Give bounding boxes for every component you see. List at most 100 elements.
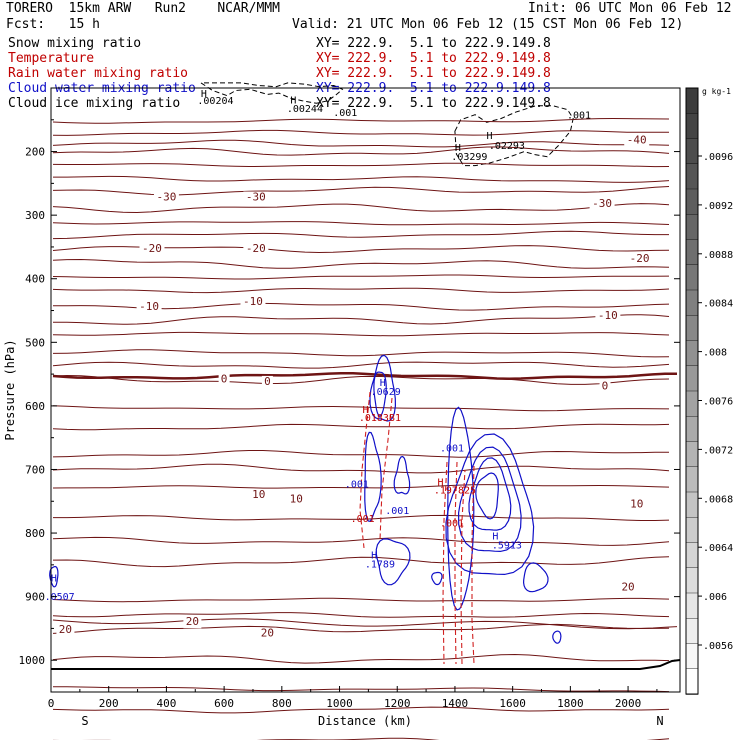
x-tick-label: 1200 [384, 697, 411, 710]
colorbar-label: .0072 [703, 445, 733, 456]
colorbar-cell [685, 163, 699, 190]
colorbar-cell [685, 87, 699, 114]
cloud-water-label: .001 [345, 479, 369, 490]
cloud-water-label: .5913 [492, 540, 522, 551]
cloud-water-contour [522, 562, 549, 593]
cloud-water-contour [468, 457, 512, 531]
colorbar-label: .008 [703, 348, 727, 359]
isotherm-line [52, 623, 670, 634]
isotherm-line [52, 374, 670, 385]
rain-contour [379, 397, 393, 541]
isotherm-label-bg [287, 493, 306, 506]
isotherm-line [52, 146, 670, 156]
isotherm-label: -10 [243, 295, 263, 308]
isotherm-label: 0 [602, 379, 609, 392]
snow-label: H [201, 89, 207, 100]
cloud-water-label: .001 [440, 444, 464, 455]
isotherm-line [52, 423, 670, 431]
cloud-water-contour [393, 455, 411, 495]
x-tick-label: 1800 [557, 697, 584, 710]
colorbar-cell [685, 239, 699, 266]
isotherm-label-bg [218, 373, 230, 386]
isotherm-line [52, 556, 670, 568]
isotherm-label: -10 [598, 309, 618, 322]
isotherm-line [52, 139, 670, 148]
isotherm-line [53, 314, 670, 325]
snow-label: H [455, 143, 461, 154]
cloud-water-contour [49, 565, 59, 588]
isotherm-label: -20 [630, 252, 650, 265]
colorbar-cell [685, 390, 699, 417]
isotherm-label: 0 [264, 375, 271, 388]
isotherm-line [53, 737, 670, 740]
colorbar-cell [685, 668, 699, 695]
colorbar-cell [685, 264, 699, 291]
y-tick-label: 500 [25, 336, 45, 349]
y-tick-label: 200 [25, 146, 45, 159]
isotherm-line [52, 618, 678, 630]
header-valid: Valid: 21 UTC Mon 06 Feb 12 (15 CST Mon … [292, 17, 684, 32]
isotherm-line [52, 129, 670, 136]
isotherm-line [52, 463, 670, 474]
cloud-water-contour [447, 406, 475, 611]
rain-contour [471, 465, 475, 665]
cloud-water-label: .1789 [365, 559, 395, 570]
snow-label: .02293 [489, 141, 525, 152]
isotherm-label-bg [139, 243, 165, 256]
isotherm-line [53, 514, 670, 521]
isotherm-line [53, 175, 670, 183]
header-model: TORERO 15km ARW Run2 NCAR/MMM [6, 1, 280, 16]
isotherm-label-bg [619, 581, 638, 594]
isotherm-label-bg [258, 627, 277, 640]
colorbar-frame [685, 87, 699, 695]
isotherm-label: -10 [139, 300, 159, 313]
isotherm-label: 0 [221, 372, 228, 385]
snow-contour [199, 82, 344, 104]
cloud-water-contour [431, 571, 443, 586]
isotherm-line [52, 117, 670, 124]
isotherm-line [52, 612, 670, 618]
x-tick-label: 1000 [326, 697, 353, 710]
x-tick-label: 1600 [499, 697, 526, 710]
colorbar-label: .006 [703, 592, 727, 603]
colorbar-label: .0064 [703, 543, 733, 554]
colorbar-label: .0088 [703, 250, 733, 261]
cloud-water-contour [475, 472, 499, 520]
snow-label: .001 [333, 108, 357, 119]
isotherm-label: -40 [627, 133, 647, 146]
snow-label: .03299 [451, 152, 487, 163]
legend-temperature-xy: XY= 222.9. 5.1 to 222.9.149.8 [316, 51, 551, 66]
isotherm-label-bg [624, 134, 650, 147]
x-tick-label: 2000 [615, 697, 642, 710]
cloud-water-contour [369, 354, 397, 422]
snow-label: H [290, 95, 296, 106]
colorbar-label: .0056 [703, 641, 733, 652]
snow-label: H [487, 131, 493, 142]
colorbar-cell [685, 416, 699, 443]
cloud-water-contour [373, 371, 387, 417]
rain-label: .001 [440, 519, 464, 530]
colorbar-label: .0092 [703, 201, 733, 212]
x-tick-label: 200 [99, 697, 119, 710]
isotherm-label-bg [240, 295, 266, 308]
cloud-water-label: .001 [385, 506, 409, 517]
rain-label: .197825 [434, 486, 476, 497]
isotherm-line [52, 162, 670, 168]
isotherm-line [52, 450, 670, 458]
isotherm-label-bg [249, 489, 268, 502]
isotherm-line [52, 274, 670, 280]
cloud-water-contour [457, 446, 522, 553]
isotherm-zero-line [52, 372, 678, 380]
rain-label: .018381 [359, 413, 401, 424]
isotherm-label-bg [136, 300, 162, 313]
y-tick-label: 800 [25, 527, 45, 540]
x-tick-label: 0 [48, 697, 55, 710]
header-init: Init: 06 UTC Mon 06 Feb 12 [528, 1, 732, 16]
snow-label: .001 [567, 111, 591, 122]
isotherm-label-bg [243, 243, 269, 256]
x-tick-label: 800 [272, 697, 292, 710]
plot-frame [50, 87, 681, 693]
colorbar-cell [685, 542, 699, 569]
x-axis-label: Distance (km) [318, 714, 412, 728]
